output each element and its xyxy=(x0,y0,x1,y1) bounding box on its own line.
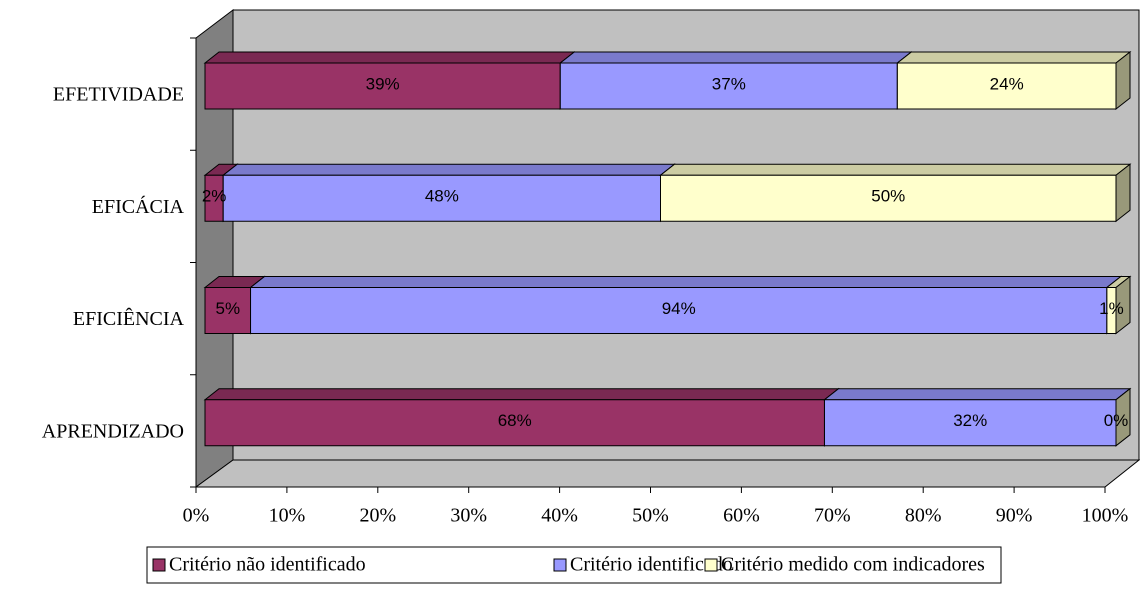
y-tick-label: EFICIÊNCIA xyxy=(73,307,185,330)
bar-top xyxy=(558,51,913,64)
bar xyxy=(896,62,1117,110)
x-tick-label: 10% xyxy=(269,505,306,527)
y-tick-label: EFICÁCIA xyxy=(92,195,185,218)
value-label: 37% xyxy=(712,74,746,93)
x-tick-label: 60% xyxy=(723,505,760,527)
bar-top xyxy=(221,163,676,176)
bar xyxy=(204,287,252,334)
y-tick-label: APRENDIZADO xyxy=(42,420,184,442)
value-label: 0% xyxy=(1104,411,1129,430)
legend-label: Critério identificado xyxy=(570,554,733,576)
bar-side xyxy=(1115,387,1131,447)
legend-swatch xyxy=(704,558,718,572)
value-label: 68% xyxy=(498,411,532,430)
value-label: 50% xyxy=(871,187,905,206)
legend-swatch xyxy=(152,558,166,572)
legend-label: Critério não identificado xyxy=(169,554,366,576)
bar-top xyxy=(823,388,1132,401)
value-label: 39% xyxy=(366,74,400,93)
value-label: 32% xyxy=(953,411,987,430)
x-tick-label: 30% xyxy=(450,505,487,527)
floor xyxy=(194,459,1140,488)
x-tick-label: 20% xyxy=(359,505,396,527)
bar xyxy=(204,399,825,447)
bar xyxy=(660,174,1117,222)
legend xyxy=(146,546,1002,584)
x-tick-label: 40% xyxy=(541,505,578,527)
bar xyxy=(204,62,561,110)
bar xyxy=(823,399,1117,447)
value-label: 2% xyxy=(202,187,227,206)
bar-top xyxy=(249,276,1123,288)
value-label: 48% xyxy=(425,187,459,206)
value-label: 24% xyxy=(990,74,1024,93)
legend-swatch xyxy=(553,558,567,572)
bar-side xyxy=(1115,275,1131,335)
bar xyxy=(222,174,661,222)
bar-top xyxy=(895,51,1132,64)
value-label: 94% xyxy=(662,299,696,318)
y-tick-label: EFETIVIDADE xyxy=(53,84,184,106)
x-tick-label: 50% xyxy=(632,505,669,527)
legend-label: Critério medido com indicadores xyxy=(721,554,985,576)
bar-top xyxy=(203,388,840,401)
x-tick-label: 90% xyxy=(996,505,1033,527)
bar-side xyxy=(1115,50,1131,111)
x-tick-label: 70% xyxy=(814,505,851,527)
bar-top xyxy=(203,51,576,64)
bar-side xyxy=(1115,163,1131,223)
x-tick-label: 100% xyxy=(1082,505,1129,527)
x-tick-label: 0% xyxy=(183,505,210,527)
value-label: 5% xyxy=(215,299,240,318)
value-label: 1% xyxy=(1099,299,1124,318)
bar-top xyxy=(659,163,1132,176)
x-tick-label: 80% xyxy=(905,505,942,527)
bar xyxy=(559,62,898,110)
